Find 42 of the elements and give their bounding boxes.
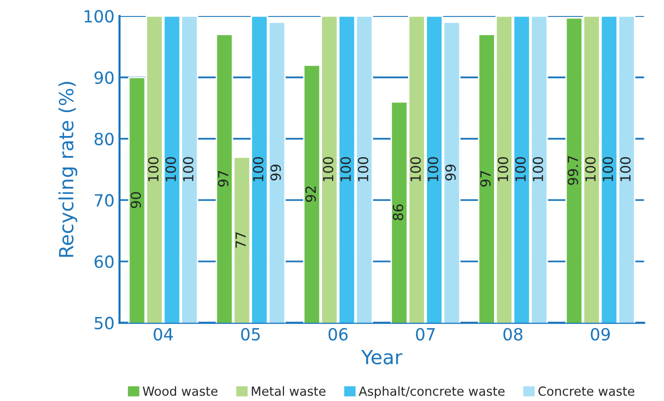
data-label: 77 xyxy=(236,232,246,248)
data-label: 100 xyxy=(620,157,631,182)
data-label: 100 xyxy=(428,157,438,182)
data-label: 100 xyxy=(515,157,526,182)
x-tick-label: 08 xyxy=(503,328,522,341)
data-label: 100 xyxy=(358,157,368,182)
data-label: 100 xyxy=(585,157,596,182)
data-label: 100 xyxy=(322,157,334,182)
data-label: 100 xyxy=(340,157,351,182)
data-label: 92 xyxy=(305,186,316,202)
legend-label: Asphalt/concrete waste xyxy=(358,386,505,398)
legend-label: Concrete waste xyxy=(538,386,634,396)
x-tick-label: 09 xyxy=(590,328,610,341)
data-label: 97 xyxy=(218,170,228,187)
x-tick-label: 07 xyxy=(416,328,435,341)
y-tick-label: 100 xyxy=(84,10,114,23)
y-tick-label: 60 xyxy=(94,255,114,268)
y-axis-title: Recycling rate (%) xyxy=(58,82,78,257)
legend-label: Wood waste xyxy=(142,386,218,396)
data-label: 90 xyxy=(130,192,142,208)
data-label: 100 xyxy=(252,157,264,182)
data-label: 100 xyxy=(498,157,508,182)
x-tick-label: 06 xyxy=(328,328,348,341)
data-label: 86 xyxy=(392,204,404,220)
data-label: 100 xyxy=(532,157,544,182)
data-label: 100 xyxy=(602,157,614,182)
data-label: 100 xyxy=(410,157,421,182)
data-label: 100 xyxy=(148,157,159,182)
y-tick-label: 50 xyxy=(94,316,114,330)
legend-label: Metal waste xyxy=(252,386,326,396)
x-tick-label: 05 xyxy=(241,328,260,341)
data-label: 100 xyxy=(166,157,176,182)
data-label: 99.7 xyxy=(568,156,578,185)
y-tick-label: 70 xyxy=(94,194,114,207)
y-tick-label: 90 xyxy=(94,71,114,84)
data-label: 99 xyxy=(445,164,456,180)
y-tick-label: 80 xyxy=(94,132,114,146)
data-label: 99 xyxy=(270,164,281,180)
x-tick-label: 04 xyxy=(154,328,173,341)
data-label: 97 xyxy=(480,170,491,187)
data-label: 100 xyxy=(182,157,194,182)
x-axis-title: Year xyxy=(361,350,402,364)
